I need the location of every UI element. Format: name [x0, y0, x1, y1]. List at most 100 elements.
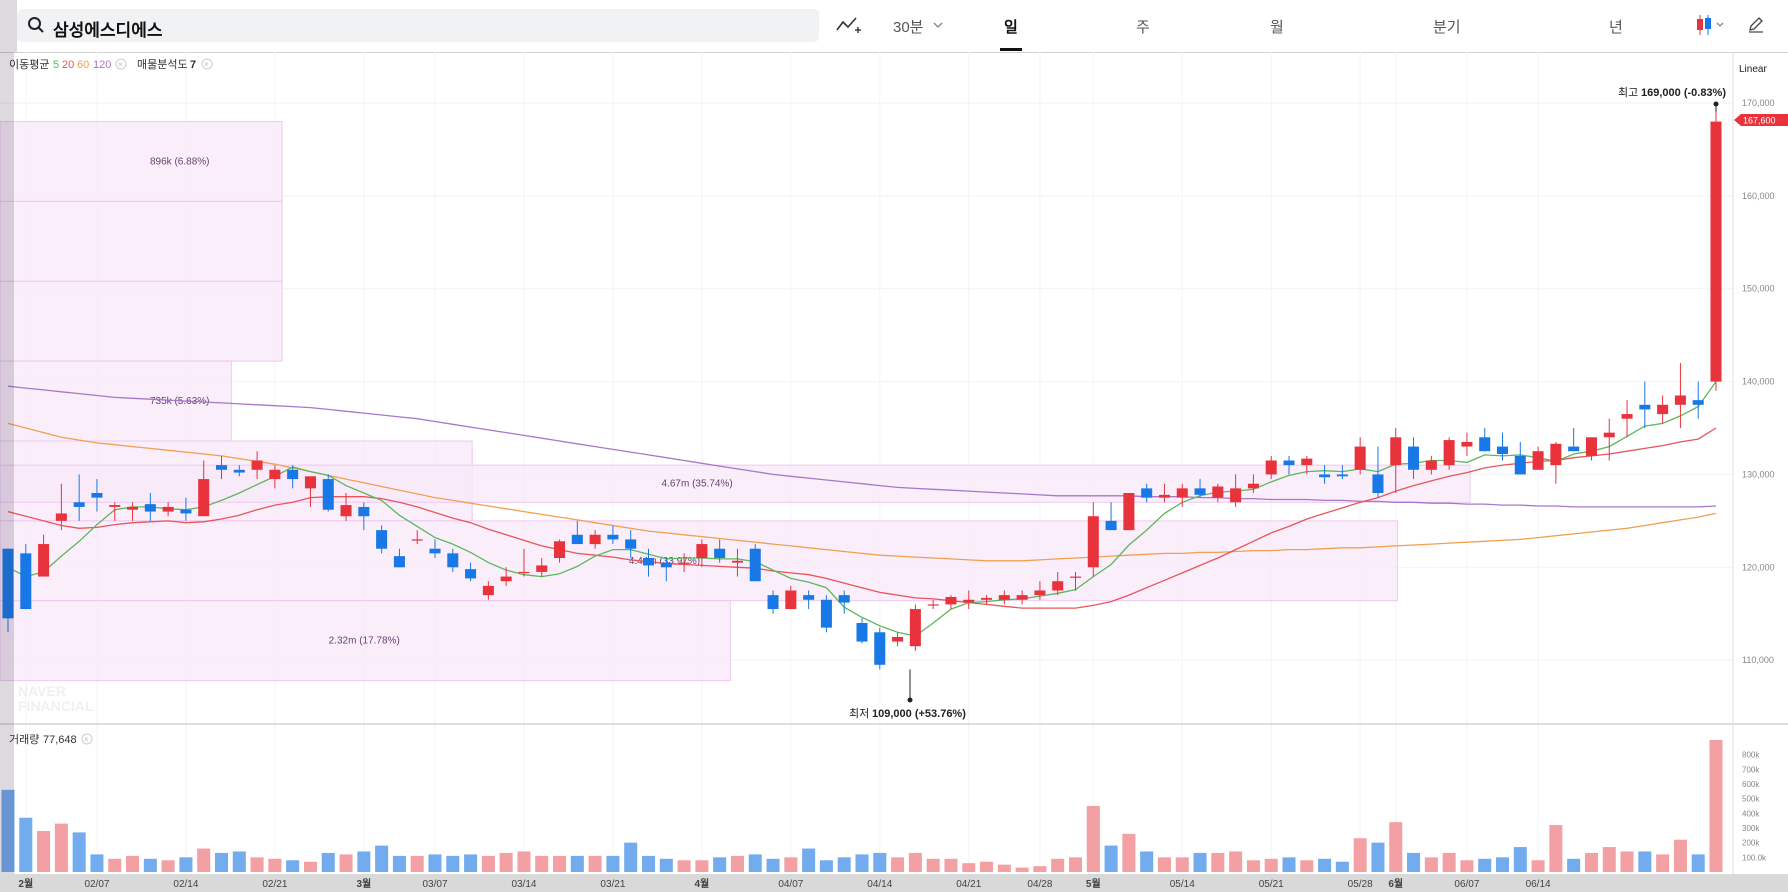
scale-linear[interactable]: Linear — [1739, 64, 1767, 75]
volume-bar — [1513, 847, 1527, 872]
date-tick-label: 05/14 — [1170, 879, 1195, 890]
high-marker — [1713, 101, 1719, 107]
volume-profile-bar — [0, 280, 283, 362]
volume-profile-bar — [0, 200, 283, 282]
volume-bar — [357, 851, 371, 872]
candle-body — [1621, 414, 1633, 419]
volume-bar — [1584, 852, 1598, 872]
candle-body — [465, 569, 477, 579]
volume-bar — [1122, 833, 1136, 872]
volume-bars — [1, 740, 1723, 872]
volume-bar — [819, 860, 833, 872]
legend-ma5: 5 — [53, 59, 59, 71]
date-tick-label: 05/21 — [1259, 879, 1284, 890]
candlestick-type-icon[interactable] — [1695, 14, 1729, 36]
date-tick-label: 03/14 — [511, 879, 536, 890]
date-tick-label: 02/07 — [84, 879, 109, 890]
svg-text:×: × — [118, 60, 123, 69]
candle-body — [269, 469, 281, 480]
candle-body — [981, 597, 993, 600]
volume-bar — [784, 857, 798, 872]
volume-bar — [695, 860, 709, 872]
volume-bar — [1335, 861, 1349, 872]
candle-body — [1123, 493, 1135, 531]
tab-day[interactable]: 일 — [1004, 19, 1018, 36]
search-icon — [28, 17, 44, 33]
search-box[interactable]: 삼성에스디에스 — [17, 9, 819, 42]
volume-bar — [339, 854, 353, 872]
candle-body — [73, 502, 85, 507]
candle-body — [642, 558, 655, 566]
pencil-icon[interactable] — [1746, 14, 1766, 34]
candle-body — [998, 595, 1010, 600]
volume-bar — [980, 861, 994, 872]
volume-profile-label: 896k (6.88%) — [150, 157, 209, 168]
volume-bar — [126, 855, 140, 872]
volume-bar — [1567, 858, 1581, 872]
volume-bar — [410, 855, 424, 872]
volume-bar — [1193, 852, 1207, 872]
candle-body — [536, 565, 548, 572]
candle-body — [963, 599, 975, 603]
volume-bar — [1, 789, 15, 872]
chart-area[interactable]: 896k (6.88%) 735k (5.63%) 4.44m (33.97%) 2.… — [0, 52, 1788, 892]
volume-bar — [481, 855, 495, 872]
volume-bar — [1068, 857, 1083, 872]
volume-bar — [90, 854, 104, 872]
volume-bar — [1229, 851, 1243, 872]
ma-legend-close-icon[interactable]: × — [115, 58, 127, 70]
chevron-down-icon[interactable] — [933, 21, 943, 29]
candle-body — [1390, 437, 1402, 466]
price-tick-label: 120,000 — [1742, 562, 1775, 572]
volume-legend-close-icon[interactable]: × — [81, 733, 93, 745]
candle-body — [1461, 441, 1473, 447]
candle-body — [1336, 474, 1348, 477]
legend-vp-value: 7 — [190, 59, 196, 71]
candle-body — [874, 632, 886, 665]
volume-bar — [72, 832, 86, 872]
volume-bar — [1140, 851, 1154, 872]
candle-body — [55, 513, 67, 521]
interval-dropdown[interactable]: 30분 — [893, 19, 924, 36]
volume-profile-label: 4.67m (35.74%) — [662, 479, 733, 490]
tab-month[interactable]: 월 — [1270, 19, 1284, 36]
candle-body — [607, 534, 619, 540]
candle-body — [1674, 395, 1686, 405]
date-axis-strip — [0, 874, 1788, 892]
tab-quarter[interactable]: 분기 — [1433, 19, 1461, 36]
legend-volume-value: 77,648 — [43, 734, 77, 746]
vp-legend-close-icon[interactable]: × — [201, 58, 213, 70]
tab-year[interactable]: 년 — [1609, 19, 1623, 36]
candle-body — [856, 623, 868, 642]
volume-bar — [997, 864, 1011, 872]
volume-bar — [268, 858, 282, 872]
candle-body — [625, 539, 637, 549]
candle-body — [1425, 460, 1437, 470]
ma120-line — [7, 385, 1717, 508]
left-edge-shade — [0, 52, 14, 892]
volume-tick-label: 400k — [1742, 809, 1760, 818]
legend-volume-label: 거래량 — [9, 733, 39, 746]
candle-body — [162, 506, 174, 512]
volume-tick-label: 600k — [1742, 780, 1760, 789]
volume-bar — [535, 855, 549, 872]
volume-bar — [1442, 852, 1456, 872]
low-value: 109,000 (+53.76%) — [872, 708, 966, 720]
candle-body — [1105, 520, 1117, 531]
date-axis: 2월 02/07 02/14 02/21 3월 03/07 03/14 03/21 4월 04/0… — [18, 878, 1551, 890]
candle-body — [322, 479, 334, 510]
candle-body — [785, 590, 797, 610]
candle-body — [1069, 576, 1082, 578]
candle-body — [215, 465, 228, 470]
candle-body — [660, 562, 672, 568]
tab-week[interactable]: 주 — [1136, 19, 1150, 36]
candles — [2, 112, 1722, 670]
candle-body — [233, 469, 245, 473]
date-tick-label: 4월 — [694, 878, 709, 890]
candle-body — [678, 562, 690, 564]
volume-bar — [1460, 860, 1474, 872]
candle-body — [1212, 486, 1224, 498]
volume-bar — [570, 855, 584, 872]
chart-type-line-icon[interactable] — [836, 15, 862, 35]
candle-body — [2, 548, 14, 619]
